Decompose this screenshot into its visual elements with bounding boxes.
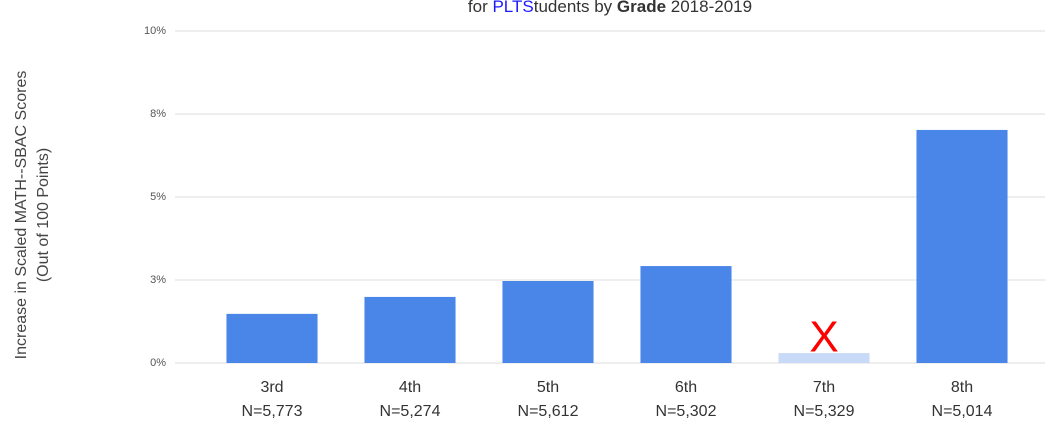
x-tick-label: 4th xyxy=(399,379,421,396)
bar xyxy=(640,266,732,363)
y-tick-label: 0% xyxy=(150,357,166,369)
n-label: N=5,014 xyxy=(932,403,993,420)
bar xyxy=(502,280,594,363)
title-part: tudents by xyxy=(534,0,617,16)
n-label: N=5,612 xyxy=(518,403,579,420)
bar xyxy=(226,313,318,363)
title-part: PLTS xyxy=(492,0,533,16)
annotation: X xyxy=(809,313,838,362)
title-part: Grade xyxy=(617,0,666,16)
x-tick-label: 5th xyxy=(537,379,559,396)
n-label: N=5,302 xyxy=(656,403,717,420)
y-tick-label: 5% xyxy=(150,191,166,203)
chart-title: for PLTStudents by Grade 2018-2019 xyxy=(468,0,752,16)
y-tick-label: 3% xyxy=(150,274,166,286)
n-label: N=5,274 xyxy=(380,403,441,420)
x-tick-label: 3rd xyxy=(260,379,283,396)
bar xyxy=(916,129,1008,363)
y-tick-label: 8% xyxy=(150,108,166,120)
title-part: 2018-2019 xyxy=(666,0,752,16)
n-label: N=5,329 xyxy=(794,403,855,420)
title-part: for xyxy=(468,0,493,16)
x-tick-label: 7th xyxy=(813,379,835,396)
bar xyxy=(364,296,456,363)
x-tick-label: 8th xyxy=(951,379,973,396)
y-label-line: (Out of 100 Points) xyxy=(35,148,52,282)
y-tick-label: 10% xyxy=(144,25,166,37)
y-axis-label: Increase in Scaled MATH--SBAC Scores (Ou… xyxy=(13,71,52,360)
n-label: N=5,773 xyxy=(242,403,303,420)
bar xyxy=(778,353,870,363)
x-tick-label: 6th xyxy=(675,379,697,396)
y-label-line: Increase in Scaled MATH--SBAC Scores xyxy=(13,71,30,360)
